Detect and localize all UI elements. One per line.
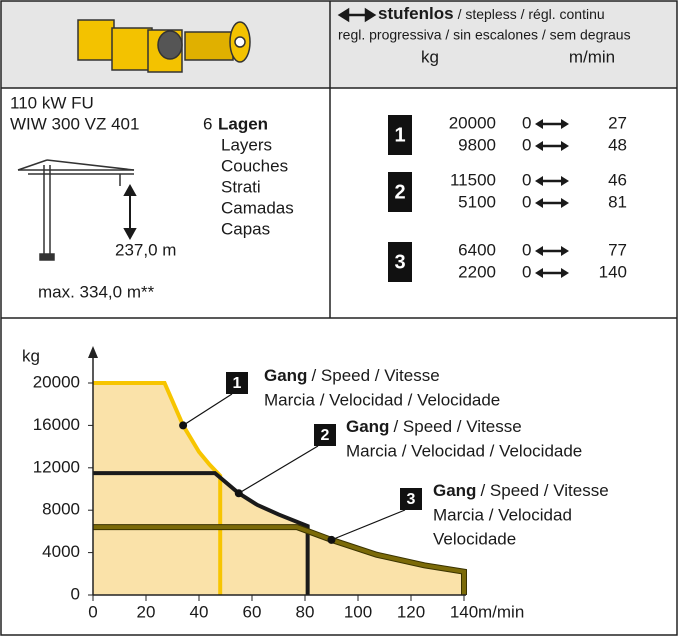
speed-max: 77 [608, 240, 627, 259]
annotation-line: Gang/ Speed / Vitesse [264, 366, 440, 385]
gear-number: 1 [233, 375, 242, 392]
x-axis-label: m/min [478, 602, 524, 621]
header-text: / stepless / régl. continu [458, 6, 605, 22]
x-tick-label: 20 [137, 602, 156, 621]
load: 9800 [458, 135, 496, 154]
col-speed: m/min [569, 47, 615, 66]
layer: Capas [221, 219, 270, 238]
annotation-bold: Gang [346, 417, 389, 436]
annotation-text: / Speed / Vitesse [480, 481, 608, 500]
leader-dot [328, 536, 336, 544]
gear-number: 3 [407, 491, 416, 508]
max-height: max. 334,0 m** [38, 282, 155, 301]
leader-dot [235, 489, 243, 497]
arrow-head [535, 246, 543, 256]
y-tick-label: 8000 [42, 500, 80, 519]
annotation-bold: Gang [433, 481, 476, 500]
x-tick-label: 0 [88, 602, 97, 621]
layer: Camadas [221, 198, 294, 217]
arrow-head [561, 119, 569, 129]
arrow-head [561, 176, 569, 186]
arrow-head [535, 268, 543, 278]
load: 2200 [458, 262, 496, 281]
leader [332, 510, 406, 540]
arrow-head [561, 141, 569, 151]
gear-number: 2 [321, 427, 330, 444]
annotation-line: Gang/ Speed / Vitesse [433, 481, 609, 500]
annotation-text: / Speed / Vitesse [311, 366, 439, 385]
leader-dot [179, 421, 187, 429]
x-tick-label: 140 [450, 602, 478, 621]
arrow-head [535, 198, 543, 208]
layer: Strati [221, 177, 261, 196]
layers-count: 6 [203, 114, 212, 133]
y-tick-label: 16000 [33, 415, 80, 434]
y-axis-label: kg [22, 346, 40, 365]
sheet: stufenlos/ stepless / régl. continu regl… [0, 0, 678, 636]
annotation-bold: Gang [264, 366, 307, 385]
model: WIW 300 VZ 401 [10, 114, 139, 133]
arrow-head [561, 246, 569, 256]
load: 11500 [450, 170, 496, 189]
speed-min: 0 [522, 240, 531, 259]
gear-number: 3 [394, 251, 405, 273]
x-tick-label: 120 [397, 602, 425, 621]
y-tick-label: 12000 [33, 457, 80, 476]
annotation-line: Gang/ Speed / Vitesse [346, 417, 522, 436]
load: 6400 [458, 240, 496, 259]
layer: Couches [221, 156, 288, 175]
arrow-head [535, 176, 543, 186]
header-line2: regl. progressiva / sin escalones / sem … [338, 27, 631, 43]
speed-min: 0 [522, 262, 531, 281]
power: 110 kW FU [10, 93, 94, 112]
header-line: stufenlos/ stepless / régl. continu [378, 4, 605, 23]
speed-max: 140 [599, 262, 627, 281]
x-tick-label: 80 [296, 602, 315, 621]
load: 20000 [449, 113, 496, 132]
speed-max: 27 [608, 113, 627, 132]
annotation-line: Marcia / Velocidad / Velocidade [264, 390, 500, 409]
annotation-line: Velocidade [433, 529, 516, 548]
load: 5100 [458, 192, 496, 211]
gear-number: 2 [394, 181, 405, 203]
gear-number: 1 [394, 124, 405, 146]
annotation-text: / Speed / Vitesse [393, 417, 521, 436]
arrow-head [535, 119, 543, 129]
x-tick-label: 40 [190, 602, 209, 621]
speed-max: 48 [608, 135, 627, 154]
layer: Layers [221, 135, 272, 154]
y-tick-label: 4000 [42, 542, 80, 561]
annotation-line: Marcia / Velocidad [433, 505, 572, 524]
speed-max: 46 [608, 170, 627, 189]
x-tick-label: 60 [243, 602, 262, 621]
height-arrow [125, 186, 135, 238]
speed-min: 0 [522, 113, 531, 132]
x-tick-label: 100 [344, 602, 372, 621]
arrow-head [535, 141, 543, 151]
arrow-head [561, 198, 569, 208]
y-tick-label: 0 [71, 584, 80, 603]
col-kg: kg [421, 47, 439, 66]
height: 237,0 m [115, 240, 176, 259]
speed-min: 0 [522, 135, 531, 154]
speed-min: 0 [522, 170, 531, 189]
leader [183, 394, 232, 425]
annotation-line: Marcia / Velocidad / Velocidade [346, 441, 582, 460]
header-bold: stufenlos [378, 4, 454, 23]
y-axis-arrow [88, 346, 98, 358]
speed-max: 81 [608, 192, 627, 211]
layer: Lagen [218, 114, 268, 133]
leader [239, 446, 318, 493]
arrow-head [561, 268, 569, 278]
y-tick-label: 20000 [33, 372, 80, 391]
speed-min: 0 [522, 192, 531, 211]
